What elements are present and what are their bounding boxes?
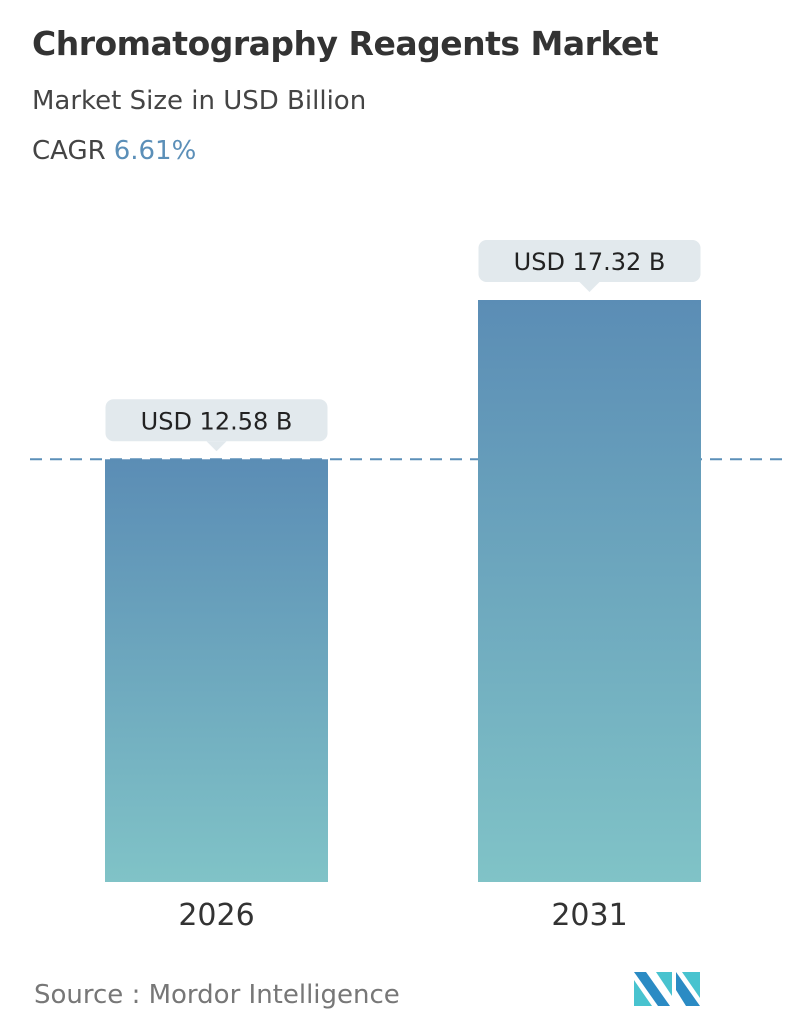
bar-2026 bbox=[105, 459, 328, 882]
chart-title: Chromatography Reagents Market bbox=[32, 24, 659, 63]
bar-2031 bbox=[478, 300, 701, 882]
data-label-pointer bbox=[206, 441, 227, 452]
bar-chart: USD 12.58 B 2026 USD 17.32 B 2031 bbox=[30, 240, 790, 933]
data-label-box bbox=[105, 399, 328, 442]
data-label: USD 17.32 B bbox=[514, 248, 666, 276]
x-tick-label: 2026 bbox=[178, 898, 254, 933]
data-label: USD 12.58 B bbox=[141, 407, 293, 435]
cagr: CAGR 6.61% bbox=[32, 136, 196, 166]
cagr-value: 6.61% bbox=[113, 136, 197, 166]
data-label-pointer bbox=[579, 282, 600, 292]
chart-subtitle: Market Size in USD Billion bbox=[32, 86, 367, 116]
source-text: Source : Mordor Intelligence bbox=[34, 980, 400, 1010]
x-tick-label: 2031 bbox=[551, 898, 627, 933]
data-label-box bbox=[478, 240, 701, 282]
cagr-label: CAGR bbox=[32, 136, 106, 166]
